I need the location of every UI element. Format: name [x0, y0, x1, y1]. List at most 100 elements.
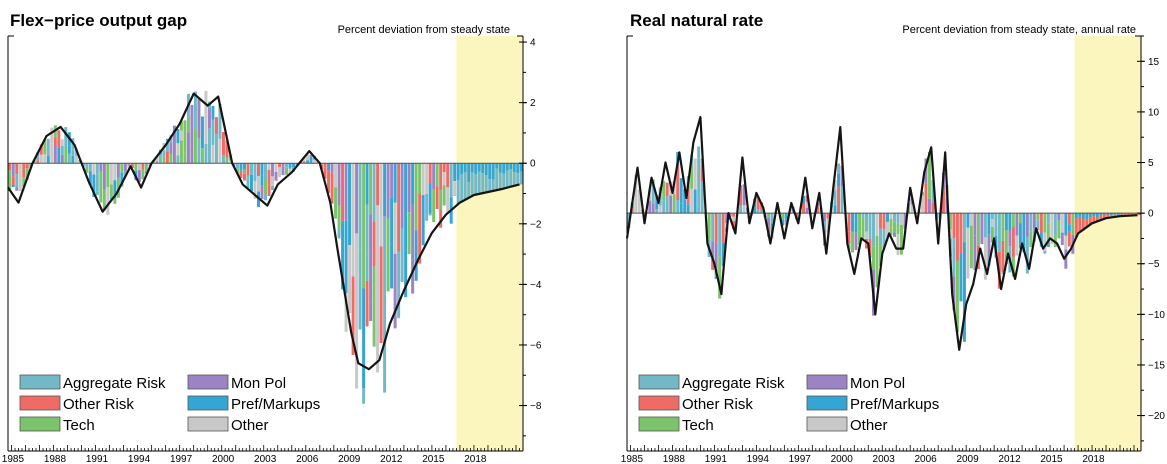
contribution-bar — [214, 149, 218, 164]
contribution-bar — [1088, 217, 1092, 225]
contribution-bar — [980, 227, 984, 245]
contribution-bar — [931, 180, 935, 203]
chart-subtitle: Percent deviation from steady state, ann… — [902, 24, 1136, 36]
contribution-bar — [365, 163, 369, 205]
contribution-bar — [432, 189, 436, 223]
contribution-bar — [172, 144, 176, 164]
contribution-bar — [962, 242, 966, 342]
legend-swatch — [806, 395, 848, 411]
contribution-bar — [106, 187, 110, 215]
contribution-bar — [214, 134, 218, 150]
y-ticks: 4 2 0 −2 −4 −6 −8 — [519, 38, 542, 437]
contribution-bar — [442, 185, 446, 206]
contribution-bar — [446, 187, 450, 213]
contribution-bar — [1106, 213, 1110, 215]
legend-item: Aggregate Risk — [638, 374, 785, 392]
contribution-bar — [686, 185, 690, 205]
contribution-bar — [718, 256, 722, 299]
contribution-bar — [362, 163, 366, 289]
contribution-bar — [833, 190, 837, 206]
contribution-bar — [95, 163, 99, 175]
contribution-bar — [700, 181, 704, 214]
contribution-bar — [969, 225, 973, 269]
x-tick-label: 2015 — [422, 454, 445, 464]
legend-item: Pref/Markups — [806, 395, 939, 413]
contribution-bar — [955, 260, 959, 333]
contribution-bar — [260, 175, 264, 186]
contribution-bar — [519, 171, 523, 185]
contribution-bar — [502, 163, 506, 174]
chart-subtitle: Percent deviation from steady state — [338, 24, 510, 36]
contribution-bar — [962, 213, 966, 243]
legend-label: Aggregate Risk — [682, 375, 785, 392]
contribution-bar — [242, 163, 246, 170]
contribution-bar — [50, 127, 54, 144]
contribution-bar — [924, 183, 928, 214]
contribution-bar — [767, 213, 771, 218]
contribution-bar — [1071, 253, 1075, 255]
contribution-bar — [833, 180, 837, 191]
contribution-bar — [927, 198, 931, 214]
contribution-bar — [39, 154, 43, 164]
contribution-bar — [1113, 214, 1117, 217]
contribution-bar — [467, 182, 471, 198]
contribution-bar — [428, 213, 432, 216]
contribution-bar — [669, 195, 673, 214]
legend-item: Tech — [19, 416, 95, 434]
contribution-bar — [176, 143, 180, 156]
contribution-bar — [15, 163, 19, 175]
natural-rate-panel: Real natural rate Percent deviation from … — [621, 11, 1166, 464]
contribution-bar — [1067, 231, 1071, 247]
output-gap-panel: Flex−price output gap Percent deviation f… — [2, 11, 542, 464]
contribution-bar — [123, 170, 127, 177]
contribution-bar — [1036, 213, 1040, 220]
contribution-bar — [404, 227, 408, 298]
contribution-bar — [102, 163, 106, 190]
x-tick-label: 1994 — [128, 454, 151, 464]
contribution-bar — [439, 209, 443, 228]
contribution-bar — [18, 169, 22, 191]
contribution-bar — [672, 194, 676, 214]
contribution-bar — [1011, 213, 1015, 228]
contribution-bar — [130, 163, 134, 165]
contribution-bar — [1078, 216, 1082, 233]
contribution-bar — [144, 163, 148, 166]
contribution-bar — [113, 180, 117, 199]
contribution-bar — [425, 193, 429, 210]
contribution-bar — [1081, 213, 1085, 219]
contribution-bar — [484, 175, 488, 193]
contribution-bar — [1074, 218, 1078, 238]
contribution-bar — [46, 138, 50, 157]
contribution-bar — [204, 105, 208, 144]
contribution-bar — [372, 163, 376, 222]
contribution-bar — [453, 181, 457, 196]
contribution-bar — [805, 195, 809, 202]
contribution-bar — [1039, 232, 1043, 247]
y-tick-label: −4 — [530, 280, 542, 291]
contribution-bar — [1043, 232, 1047, 251]
legend-label: Other Risk — [63, 396, 134, 413]
contribution-bar — [816, 210, 820, 214]
contribution-bar — [18, 163, 22, 170]
contribution-bar — [264, 194, 267, 201]
contribution-bar — [823, 213, 827, 222]
contribution-bar — [1018, 223, 1022, 249]
contribution-bar — [1085, 213, 1089, 220]
contribution-bar — [158, 158, 162, 164]
y-tick-label: 0 — [530, 159, 536, 170]
contribution-bar — [246, 175, 250, 189]
contribution-bar — [393, 253, 397, 329]
contribution-bar — [197, 138, 201, 164]
contribution-bar — [805, 207, 809, 214]
contribution-bar — [1074, 213, 1078, 219]
contribution-bar — [330, 163, 334, 173]
contribution-bar — [1137, 213, 1141, 216]
contribution-bar — [397, 163, 401, 252]
contribution-bar — [176, 155, 180, 164]
contribution-bar — [630, 210, 634, 214]
x-tick-label: 2003 — [254, 454, 277, 464]
contribution-bar — [239, 170, 243, 178]
contribution-bar — [1001, 272, 1005, 274]
contribution-bar — [88, 171, 92, 185]
contribution-bar — [113, 163, 117, 181]
